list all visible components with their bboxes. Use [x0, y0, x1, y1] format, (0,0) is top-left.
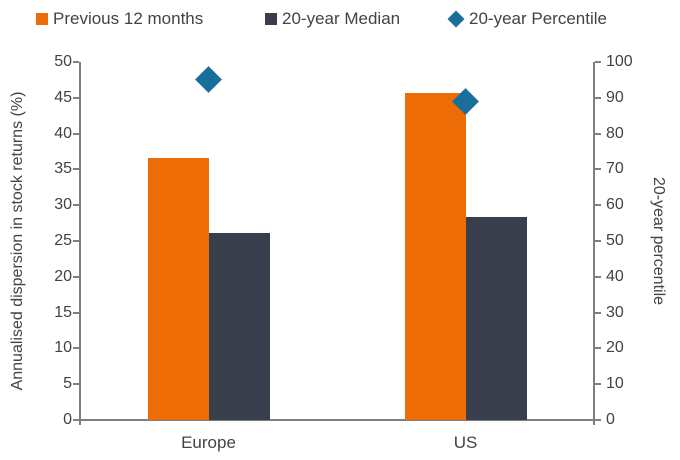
- legend-label: 20-year Percentile: [469, 9, 607, 28]
- left-axis-tick-label: 35: [54, 160, 72, 178]
- left-axis-tick-label: 0: [63, 411, 72, 428]
- left-axis-tick: [73, 240, 79, 242]
- left-axis-tick: [73, 347, 79, 350]
- teal-diamond-icon: [447, 10, 465, 28]
- diamond-20-year-percentile-europe: [195, 66, 222, 94]
- right-axis-tick-label: 100: [606, 53, 633, 70]
- x-axis-line: [79, 419, 595, 421]
- right-axis-tick-label: 20: [606, 339, 624, 357]
- legend-label: Previous 12 months: [53, 9, 204, 28]
- right-axis-tick: [595, 311, 601, 314]
- right-axis-tick-label: 0: [606, 411, 615, 428]
- right-axis-tick-label: 70: [606, 160, 624, 178]
- left-axis-tick: [73, 96, 79, 99]
- right-axis-tick-label: 10: [606, 375, 624, 393]
- right-axis-tick: [595, 240, 601, 242]
- left-axis-tick-label: 40: [54, 124, 72, 142]
- left-axis-line: [79, 62, 81, 420]
- left-axis-tick: [73, 204, 79, 207]
- right-axis-tick: [595, 96, 601, 99]
- right-axis-line: [593, 62, 595, 420]
- bar-20-year-median-us: [465, 217, 527, 420]
- legend-label: 20-year Median: [282, 9, 401, 28]
- legend-item-previous-12-months: Previous 12 months: [36, 8, 203, 30]
- left-axis-tick: [73, 275, 79, 278]
- bar-previous-12-months-europe: [147, 157, 209, 420]
- left-axis-tick-label: 5: [63, 375, 72, 393]
- left-axis-tick-label: 15: [54, 303, 72, 321]
- left-axis-tick: [73, 61, 79, 63]
- right-axis-tick: [595, 275, 601, 278]
- right-axis-tick-label: 50: [606, 232, 624, 249]
- left-axis-tick-label: 50: [54, 53, 72, 70]
- left-axis-tick-label: 45: [54, 88, 72, 106]
- right-axis-tick: [595, 383, 601, 386]
- right-axis-tick-label: 60: [606, 196, 624, 214]
- right-axis-tick: [595, 168, 601, 171]
- left-axis-tick-label: 20: [54, 267, 72, 285]
- right-axis-tick: [595, 132, 601, 135]
- orange-square-icon: [36, 13, 48, 25]
- left-axis-tick-label: 30: [54, 196, 72, 214]
- bar-20-year-median-europe: [208, 233, 270, 420]
- right-axis-tick-label: 80: [606, 124, 624, 142]
- right-axis-tick: [595, 204, 601, 207]
- dark-square-icon: [265, 13, 277, 25]
- left-axis-tick: [73, 419, 79, 421]
- bar-previous-12-months-us: [404, 92, 466, 420]
- right-axis-tick-label: 40: [606, 267, 624, 285]
- x-axis-end-tick: [593, 421, 595, 425]
- left-axis-tick: [73, 132, 79, 135]
- right-axis-tick-label: 90: [606, 88, 624, 106]
- legend-item-20-year-percentile: 20-year Percentile: [447, 8, 607, 30]
- left-axis-tick: [73, 311, 79, 314]
- right-axis-tick: [595, 419, 601, 421]
- category-label-us: US: [453, 433, 478, 452]
- category-label-europe: Europe: [181, 433, 236, 452]
- right-axis-tick: [595, 347, 601, 350]
- left-axis-tick: [73, 383, 79, 386]
- left-axis-tick-label: 25: [54, 232, 72, 249]
- right-axis-tick-label: 30: [606, 303, 624, 321]
- x-axis-end-tick: [79, 421, 81, 425]
- right-axis-tick: [595, 61, 601, 63]
- left-axis-tick: [73, 168, 79, 171]
- left-axis-tick-label: 10: [54, 339, 72, 357]
- legend-item-20-year-median: 20-year Median: [265, 8, 400, 30]
